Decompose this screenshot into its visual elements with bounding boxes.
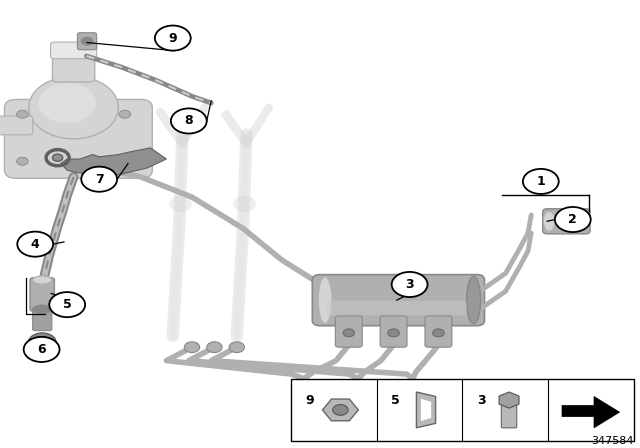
Ellipse shape [467,276,481,324]
Ellipse shape [33,305,52,313]
Text: 347584: 347584 [591,436,634,446]
Circle shape [171,108,207,134]
Circle shape [49,292,85,317]
Text: 4: 4 [31,237,40,251]
FancyBboxPatch shape [327,301,467,315]
Polygon shape [61,148,166,177]
FancyBboxPatch shape [380,316,407,347]
Text: 5: 5 [391,394,400,407]
Circle shape [343,329,355,337]
FancyBboxPatch shape [51,42,97,59]
Text: 7: 7 [95,172,104,186]
FancyBboxPatch shape [0,116,33,135]
Circle shape [233,196,256,212]
Text: 3: 3 [477,394,486,407]
Circle shape [29,76,118,139]
Circle shape [81,167,117,192]
FancyBboxPatch shape [335,316,362,347]
FancyBboxPatch shape [4,99,152,178]
Polygon shape [562,396,620,428]
Circle shape [119,157,131,165]
FancyBboxPatch shape [501,404,516,428]
Circle shape [555,207,591,232]
Circle shape [81,37,93,46]
FancyBboxPatch shape [312,275,484,326]
FancyBboxPatch shape [52,50,95,82]
Text: 9: 9 [306,394,314,407]
Ellipse shape [318,276,332,324]
Circle shape [388,329,399,337]
Text: 8: 8 [184,114,193,128]
Circle shape [433,329,444,337]
FancyBboxPatch shape [425,316,452,347]
Circle shape [392,272,428,297]
FancyBboxPatch shape [291,379,634,441]
Text: 5: 5 [63,298,72,311]
Text: 6: 6 [37,343,46,356]
Circle shape [207,342,222,353]
Text: 2: 2 [568,213,577,226]
Circle shape [169,196,192,212]
Polygon shape [421,399,431,421]
Circle shape [17,232,53,257]
Text: 9: 9 [168,31,177,45]
Circle shape [119,110,131,118]
Circle shape [38,83,96,123]
FancyBboxPatch shape [30,278,54,311]
Circle shape [333,405,348,415]
FancyBboxPatch shape [543,209,590,234]
Circle shape [523,169,559,194]
Text: 3: 3 [405,278,414,291]
Circle shape [52,154,63,161]
FancyBboxPatch shape [77,33,97,50]
Polygon shape [417,392,436,428]
Ellipse shape [33,276,52,284]
Circle shape [17,157,28,165]
Circle shape [229,342,244,353]
Circle shape [24,337,60,362]
Circle shape [155,26,191,51]
Text: 1: 1 [536,175,545,188]
Circle shape [184,342,200,353]
Circle shape [17,110,28,118]
FancyBboxPatch shape [33,308,52,331]
Ellipse shape [543,211,555,232]
